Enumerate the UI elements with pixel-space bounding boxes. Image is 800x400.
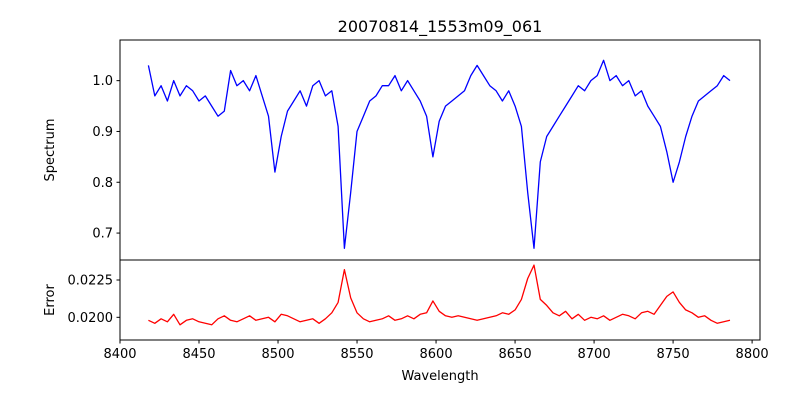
x-tick-label: 8400 bbox=[103, 347, 136, 362]
y-tick-label: 0.7 bbox=[92, 227, 113, 242]
spectrum-y-label: Spectrum bbox=[43, 119, 58, 182]
spectrum-line bbox=[147, 59, 731, 249]
x-tick-label: 8700 bbox=[578, 347, 611, 362]
error-y-label: Error bbox=[43, 284, 58, 316]
x-tick-label: 8550 bbox=[340, 347, 373, 362]
x-tick-label: 8450 bbox=[182, 347, 215, 362]
spectrum-axes: 0.7 0.8 0.9 1.0 bbox=[92, 39, 761, 261]
axes-frame bbox=[119, 259, 761, 341]
chart-title: 20070814_1553m09_061 bbox=[338, 17, 543, 37]
x-axis-label: Wavelength bbox=[401, 369, 478, 384]
y-tick-label: 1.0 bbox=[92, 74, 113, 89]
y-tick-label: 0.0200 bbox=[68, 311, 114, 326]
error-axes: 0.0200 0.0225 8400 8450 8500 8550 8600 8650 8700… bbox=[68, 259, 769, 362]
x-tick-label: 8800 bbox=[736, 347, 769, 362]
x-tick-label: 8500 bbox=[261, 347, 294, 362]
y-tick-label: 0.8 bbox=[92, 176, 113, 191]
error-line bbox=[148, 264, 731, 326]
y-tick-label: 0.9 bbox=[92, 125, 113, 140]
y-tick-label: 0.0225 bbox=[68, 274, 114, 289]
x-tick-label: 8650 bbox=[499, 347, 532, 362]
x-tick-label: 8600 bbox=[420, 347, 453, 362]
axes-frame bbox=[119, 39, 761, 261]
x-tick-label: 8750 bbox=[657, 347, 690, 362]
